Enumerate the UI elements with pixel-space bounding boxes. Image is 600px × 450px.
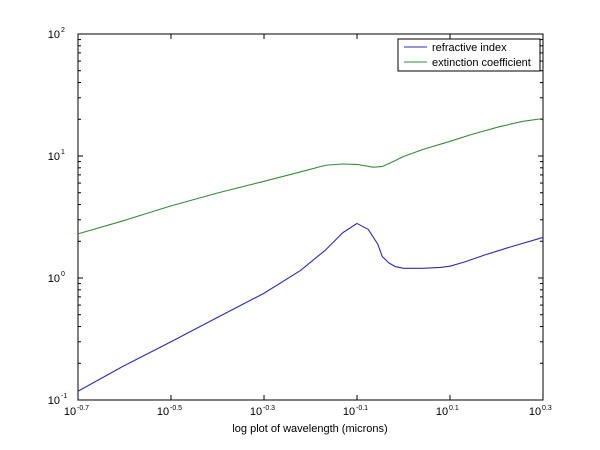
x-tick-base: 10 — [529, 406, 541, 418]
x-tick-exponent: 0.3 — [542, 405, 552, 412]
y-tick-label: 10 1 — [48, 149, 65, 163]
x-tick-label: 10 0.3 — [529, 405, 552, 418]
y-tick-base: 10 — [48, 395, 60, 407]
x-tick-exponent: -0.1 — [356, 405, 368, 412]
y-tick-base: 10 — [48, 29, 60, 41]
x-tick-label: 10 -0.5 — [157, 405, 182, 418]
x-tick-label: 10 -0.7 — [64, 405, 89, 418]
y-tick-label: 10 -1 — [48, 393, 68, 407]
series-layer — [77, 117, 544, 392]
y-tick-exponent: 1 — [61, 149, 65, 156]
y-tick-exponent: 0 — [61, 271, 65, 278]
plot-area-frame — [77, 33, 544, 401]
legend: refractive index extinction coefficient — [397, 38, 541, 72]
x-tick-label: 10 -0.1 — [343, 405, 368, 418]
y-tick-exponent: 2 — [61, 27, 65, 34]
legend-label-refractive-index: refractive index — [432, 42, 507, 54]
x-tick-base: 10 — [250, 406, 262, 418]
legend-box — [397, 38, 541, 72]
y-tick-label: 10 2 — [48, 27, 65, 41]
x-tick-exponent: -0.5 — [170, 405, 182, 412]
series-line-extinction-coefficient — [77, 117, 544, 235]
x-tick-base: 10 — [64, 406, 76, 418]
x-tick-exponent: 0.1 — [449, 405, 459, 412]
x-tick-label: 10 0.1 — [436, 405, 459, 418]
legend-label-extinction-coefficient: extinction coefficient — [432, 57, 531, 69]
tick-layer: 10 -0.7 10 -0.5 10 -0.3 10 -0.1 10 0.1 10 0.310 -110… — [48, 27, 552, 418]
x-tick-base: 10 — [436, 406, 448, 418]
y-tick-base: 10 — [48, 151, 60, 163]
x-tick-base: 10 — [157, 406, 169, 418]
y-tick-base: 10 — [48, 273, 60, 285]
series-line-refractive-index — [77, 222, 544, 392]
y-tick-label: 10 0 — [48, 271, 65, 285]
x-axis-label: log plot of wavelength (microns) — [232, 423, 387, 435]
x-tick-exponent: -0.3 — [263, 405, 275, 412]
x-tick-base: 10 — [343, 406, 355, 418]
x-tick-label: 10 -0.3 — [250, 405, 275, 418]
y-tick-exponent: -1 — [61, 393, 67, 400]
x-tick-exponent: -0.7 — [77, 405, 89, 412]
